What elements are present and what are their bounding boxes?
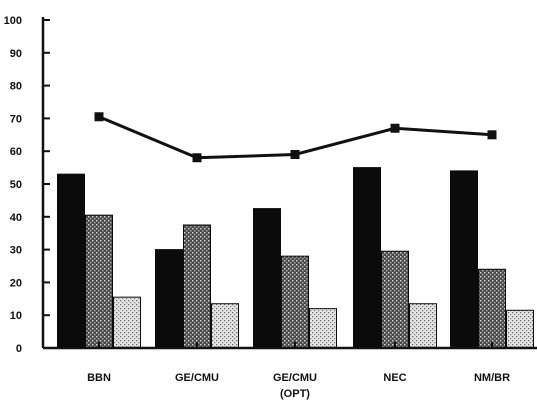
bar-series-3-3 [309,308,337,349]
axes: 0 10 20 30 40 50 60 70 80 90 100 BBN GE/CMU GE/CMU (OP… [4,15,537,400]
x-tick-label-4: NEC [383,372,406,384]
bar-series-1-3 [253,208,281,349]
line-marker-3 [290,149,300,159]
x-tick-label-5: NM/BR [474,372,510,384]
y-tick-label-100: 100 [4,15,22,27]
bar-series-1-4 [353,167,381,349]
y-tick-label-80: 80 [10,81,22,93]
line-marker-2 [192,153,202,163]
bar-series-3-1 [113,296,141,349]
bar-series-3-4 [409,303,437,349]
y-tick-label-70: 70 [10,113,22,125]
x-tick-label-3-line-2: (OPT) [280,388,310,400]
bar-series-2-3 [281,255,309,349]
y-tick-label-90: 90 [10,48,22,60]
bar-series-3-5 [506,309,534,349]
bar-series-2-1 [85,214,113,349]
line-marker-4 [390,123,400,133]
bar-series-2-2 [183,224,211,349]
y-tick-label-50: 50 [10,179,22,191]
y-tick-label-30: 30 [10,245,22,257]
x-tick-label-1: BBN [87,372,111,384]
bar-series-2-5 [478,268,506,349]
bar-series-2-4 [381,250,409,349]
bar-series-1-5 [450,170,478,349]
bar-series-3-2 [211,303,239,349]
bar-series-1-2 [155,249,183,349]
line-marker-1 [94,112,104,122]
bar-group [57,167,534,349]
x-tick-label-3: GE/CMU [273,372,317,384]
y-tick-label-20: 20 [10,277,22,289]
x-tick-label-2: GE/CMU [175,372,219,384]
line-marker-5 [487,130,497,140]
y-tick-label-60: 60 [10,146,22,158]
bar-series-1-1 [57,173,85,349]
y-tick-label-10: 10 [10,310,22,322]
line-series [94,112,497,163]
y-tick-label-0: 0 [16,343,22,355]
y-tick-label-40: 40 [10,212,22,224]
